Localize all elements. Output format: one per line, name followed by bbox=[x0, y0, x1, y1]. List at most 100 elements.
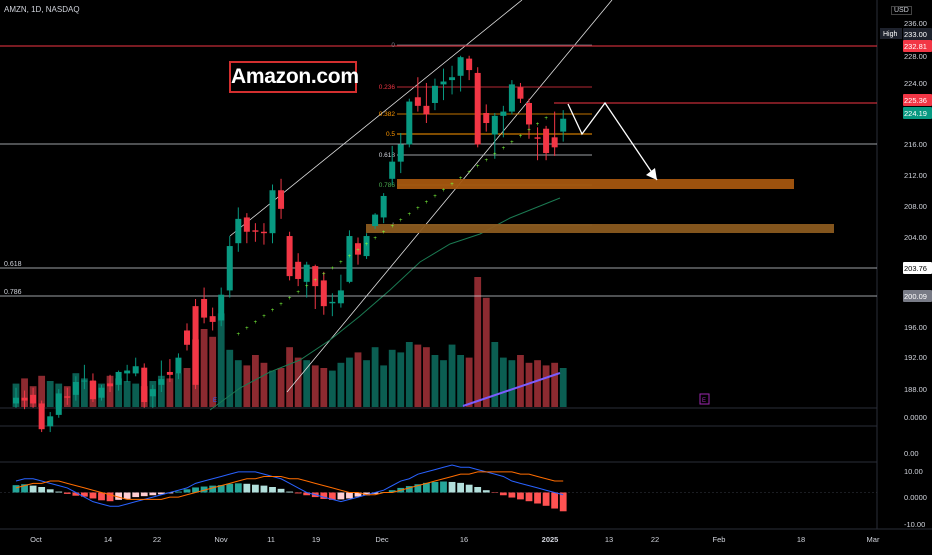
candle-body bbox=[535, 137, 541, 138]
fib-level-label: 0.236 bbox=[379, 84, 396, 91]
sar-dot: + bbox=[237, 332, 241, 338]
sar-dot: + bbox=[348, 254, 352, 260]
date-tick-label: 16 bbox=[460, 535, 468, 544]
volume-bar bbox=[423, 347, 430, 407]
sar-dot: + bbox=[519, 134, 523, 140]
indicator-axis-label: 0.0000 bbox=[904, 493, 927, 502]
fib-level-label: 0.786 bbox=[379, 182, 396, 189]
candle-body bbox=[389, 162, 395, 179]
candle-body bbox=[270, 190, 276, 233]
macd-histogram-bar bbox=[526, 493, 533, 502]
macd-histogram-bar bbox=[252, 485, 259, 493]
candle-body bbox=[415, 97, 421, 106]
macd-histogram-bar bbox=[184, 489, 191, 492]
volume-bar bbox=[483, 298, 490, 407]
candle-body bbox=[372, 215, 378, 226]
candle-body bbox=[30, 395, 36, 404]
fib-level-label: 0 bbox=[391, 42, 395, 49]
candle-body bbox=[509, 84, 515, 111]
volume-bar bbox=[534, 360, 541, 407]
date-tick-label: Nov bbox=[214, 535, 228, 544]
sar-dot: + bbox=[296, 290, 300, 296]
macd-histogram-bar bbox=[338, 493, 345, 500]
volume-bar bbox=[346, 358, 353, 407]
volume-bar bbox=[474, 277, 481, 407]
macd-histogram-bar bbox=[509, 493, 516, 498]
volume-bar bbox=[261, 363, 268, 407]
volume-bar bbox=[406, 342, 413, 407]
date-tick-label: Dec bbox=[375, 535, 389, 544]
macd-histogram-bar bbox=[278, 489, 285, 493]
projection-arrowhead bbox=[646, 168, 657, 180]
volume-bar bbox=[201, 329, 208, 407]
sar-dot: + bbox=[313, 278, 317, 284]
candle-body bbox=[39, 403, 45, 429]
volume-bar bbox=[312, 365, 319, 407]
candle-body bbox=[141, 368, 147, 402]
macd-histogram-bar bbox=[90, 493, 97, 499]
macd-histogram-bar bbox=[175, 492, 182, 493]
sar-dot: + bbox=[425, 200, 429, 206]
volume-bar bbox=[132, 384, 139, 407]
macd-histogram-bar bbox=[466, 485, 473, 493]
macd-histogram-bar bbox=[449, 482, 456, 493]
candle-body bbox=[552, 137, 558, 147]
price-tick-label: 224.00 bbox=[904, 79, 927, 88]
candle-body bbox=[517, 87, 523, 98]
macd-histogram-bar bbox=[13, 485, 20, 492]
candle-body bbox=[560, 119, 566, 132]
macd-histogram-bar bbox=[261, 486, 268, 493]
symbol-label[interactable]: AMZN, 1D, NASDAQ bbox=[4, 5, 80, 14]
sar-dot: + bbox=[502, 146, 506, 152]
candle-body bbox=[158, 379, 164, 385]
candle-body bbox=[244, 217, 250, 231]
candle-body bbox=[227, 246, 233, 290]
macd-histogram-bar bbox=[235, 483, 242, 492]
sar-dot: + bbox=[254, 320, 258, 326]
macd-histogram-bar bbox=[124, 493, 131, 499]
sar-dot: + bbox=[356, 248, 360, 254]
date-tick-label: Mar bbox=[867, 535, 880, 544]
price-badge-value: 225.36 bbox=[904, 96, 927, 105]
date-tick-label: 13 bbox=[605, 535, 613, 544]
macd-histogram-bar bbox=[500, 493, 507, 496]
volume-bar bbox=[338, 363, 345, 407]
volume-bar bbox=[184, 368, 191, 407]
macd-histogram-bar bbox=[517, 493, 524, 500]
macd-histogram-bar bbox=[149, 493, 156, 496]
candle-body bbox=[295, 262, 301, 279]
volume-bar bbox=[47, 381, 54, 407]
macd-histogram-bar bbox=[560, 493, 567, 512]
volume-bar bbox=[235, 360, 242, 407]
volume-bar bbox=[218, 313, 225, 407]
sar-dot: + bbox=[459, 176, 463, 182]
date-tick-label: 2025 bbox=[542, 535, 559, 544]
volume-bar bbox=[329, 371, 336, 407]
macd-line bbox=[16, 465, 563, 506]
price-tick-label: 212.00 bbox=[904, 171, 927, 180]
candle-body bbox=[235, 219, 241, 243]
candle-body bbox=[304, 265, 310, 282]
macd-histogram-bar bbox=[346, 493, 353, 499]
volume-bar bbox=[509, 360, 516, 407]
price-badge-value: 232.81 bbox=[904, 42, 927, 51]
candle-body bbox=[500, 112, 506, 116]
macd-histogram-bar bbox=[483, 490, 490, 492]
date-tick-label: 18 bbox=[797, 535, 805, 544]
sar-dot: + bbox=[544, 116, 548, 122]
sar-dot: + bbox=[331, 266, 335, 272]
currency-unit[interactable]: USD bbox=[891, 6, 912, 15]
volume-bar bbox=[560, 368, 567, 407]
candle-body bbox=[81, 381, 87, 382]
candle-body bbox=[483, 113, 489, 123]
volume-bar bbox=[517, 355, 524, 407]
sar-dot: + bbox=[476, 164, 480, 170]
volume-bar bbox=[303, 360, 310, 407]
candle-body bbox=[22, 398, 28, 401]
macd-histogram-bar bbox=[440, 482, 447, 493]
candle-body bbox=[458, 57, 464, 76]
volume-bar bbox=[226, 350, 233, 407]
sar-dot: + bbox=[450, 182, 454, 188]
